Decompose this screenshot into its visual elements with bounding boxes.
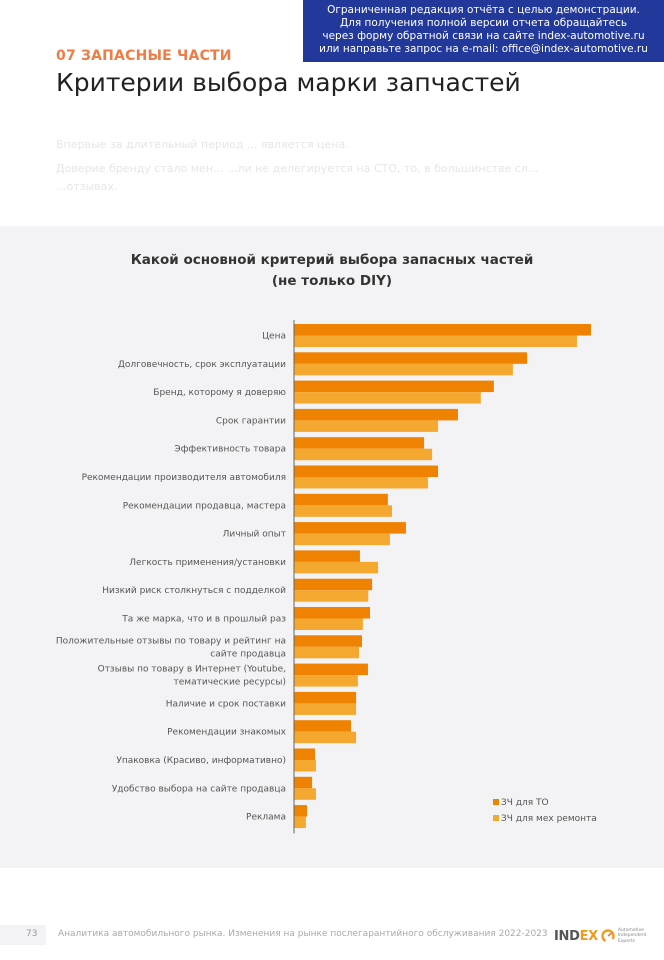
- index-logo: INDEX Automotive Independent Experts: [554, 925, 646, 947]
- bar-to: [294, 691, 357, 704]
- category-label: Наличие и срок поставки: [166, 699, 286, 709]
- bar-repair: [294, 448, 433, 461]
- page-number: 73: [26, 929, 38, 939]
- category-label: Упаковка (Красиво, информативно): [116, 756, 286, 766]
- bar-to: [294, 720, 352, 732]
- legend-swatch: [493, 815, 499, 821]
- bar-repair: [294, 363, 513, 376]
- section-label: 07 ЗАПАСНЫЕ ЧАСТИ: [56, 48, 232, 64]
- category-label: Эффективность товара: [174, 445, 286, 455]
- bar-to: [294, 408, 458, 421]
- bar-repair: [294, 533, 390, 546]
- bar-repair: [294, 561, 379, 574]
- bar-repair: [294, 335, 578, 347]
- category-label: Та же марка, что и в прошлый раз: [121, 615, 286, 625]
- notice-line: или направьте запрос на e-mail: office@i…: [319, 43, 648, 55]
- category-label: сайте продавца: [210, 649, 286, 659]
- category-label: Легкость применения/установки: [129, 558, 286, 568]
- intro-text: Впервые за длительный период ... являетс…: [56, 136, 596, 202]
- category-label: Отзывы по товару в Интернет (Youtube,: [98, 665, 286, 675]
- category-label: Удобство выбора на сайте продавца: [112, 784, 286, 794]
- bar-repair: [294, 646, 360, 659]
- legend-swatch: [493, 799, 499, 805]
- bar-to: [294, 578, 373, 591]
- bar-repair: [294, 477, 428, 489]
- bar-to: [294, 748, 316, 760]
- bar-repair: [294, 618, 363, 630]
- logo-sub-line: Experts: [617, 938, 636, 944]
- category-label: Долговечность, срок эксплуатации: [118, 360, 286, 370]
- category-label: Рекомендации знакомых: [167, 728, 287, 738]
- bar-repair: [294, 392, 481, 404]
- page-number-box: [0, 925, 46, 945]
- category-labels-group: Цена Долговечность, срок эксплуатации Брен…: [56, 332, 287, 823]
- category-label: Положительные отзывы по товару и рейтинг…: [56, 636, 286, 646]
- bar-repair: [294, 590, 369, 602]
- logo-subtitle: Automotive Independent Experts: [618, 928, 647, 945]
- logo-sub-line: Automotive: [617, 927, 644, 933]
- notice-line: через форму обратной связи на сайте inde…: [322, 30, 645, 42]
- footer-caption: Аналитика автомобильного рынка. Изменени…: [58, 929, 548, 939]
- category-label: Цена: [262, 332, 286, 342]
- intro-paragraph: Впервые за длительный период ... являетс…: [56, 138, 349, 151]
- page-title: Критерии выбора марки запчастей: [56, 68, 521, 97]
- category-label: Низкий риск столкнуться с подделкой: [102, 586, 286, 596]
- logo-sub-line: Independent: [617, 933, 647, 939]
- demo-notice-banner: Ограниченная редакция отчёта с целью дем…: [303, 0, 664, 62]
- bar-to: [294, 776, 313, 789]
- bar-to: [294, 663, 368, 676]
- bar-to: [294, 465, 439, 477]
- category-label: Рекомендации продавца, мастера: [123, 501, 286, 511]
- bar-to: [294, 522, 406, 534]
- gauge-logo-icon: [601, 929, 615, 943]
- chart-title: Какой основной критерий выбора запасных …: [0, 250, 664, 292]
- legend-label: ЗЧ для ТО: [501, 798, 549, 808]
- bar-to: [294, 607, 371, 619]
- bar-repair: [294, 816, 306, 829]
- bar-repair: [294, 788, 316, 800]
- chart-title-main: Какой основной критерий выбора запасных …: [130, 252, 534, 268]
- bar-to: [294, 805, 308, 817]
- bar-to: [294, 437, 425, 449]
- category-label: Личный опыт: [223, 530, 286, 540]
- logo-wordmark: INDEX: [554, 928, 598, 944]
- bar-to: [294, 352, 528, 364]
- category-label: Срок гарантии: [216, 416, 286, 426]
- chart-subtitle: (не только DIY): [271, 273, 393, 289]
- bar-to: [294, 324, 591, 336]
- notice-line: Ограниченная редакция отчёта с целью дем…: [327, 4, 640, 16]
- bar-to: [294, 635, 363, 647]
- bar-repair: [294, 420, 439, 432]
- category-label: тематические ресурсы): [174, 678, 286, 688]
- bar-to: [294, 550, 360, 562]
- category-label: Реклама: [246, 813, 286, 823]
- category-label: Бренд, которому я доверяю: [153, 388, 286, 398]
- notice-line: Для получения полной версии отчета обращ…: [339, 17, 628, 29]
- bar-repair: [294, 675, 358, 687]
- bar-to: [294, 380, 494, 393]
- bar-repair: [294, 760, 316, 772]
- legend-label: ЗЧ для мех ремонта: [501, 814, 597, 824]
- category-label: Рекомендации производителя автомобиля: [82, 473, 286, 483]
- bars-group: [294, 324, 591, 829]
- bar-repair: [294, 505, 393, 517]
- bar-repair: [294, 703, 357, 715]
- intro-paragraph: Доверие бренду стало мен... ...ли не дел…: [56, 162, 539, 193]
- legend: ЗЧ для ТО ЗЧ для мех ремонта: [493, 798, 597, 824]
- bar-repair: [294, 731, 357, 744]
- bar-to: [294, 493, 388, 506]
